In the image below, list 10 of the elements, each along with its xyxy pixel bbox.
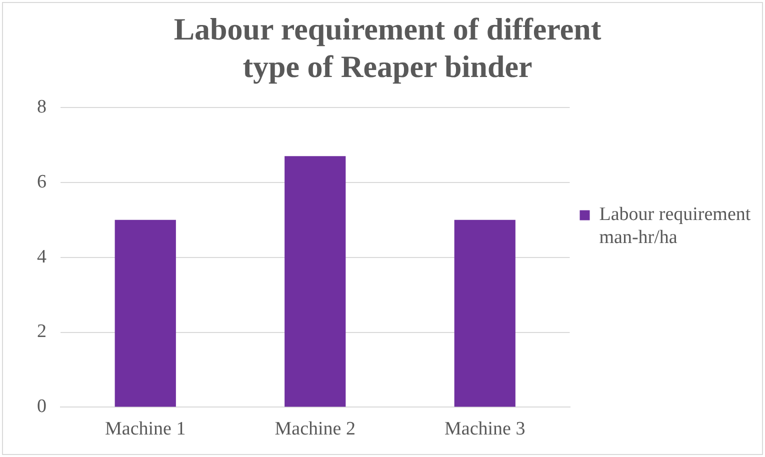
x-tick-label: Machine 1	[105, 418, 186, 440]
x-tick-label: Machine 3	[444, 418, 526, 440]
y-tick-label: 2	[37, 321, 46, 342]
y-tick-label: 6	[37, 171, 46, 192]
y-tick-label: 8	[37, 96, 46, 118]
x-tick-label: Machine 2	[274, 418, 356, 440]
y-tick-label: 0	[37, 396, 46, 418]
chart-title: Labour requirement of different type of Reaper binder	[174, 12, 602, 84]
legend-label: Labour requirement man-hr/ha	[599, 204, 752, 248]
y-tick-label: 4	[37, 246, 47, 268]
